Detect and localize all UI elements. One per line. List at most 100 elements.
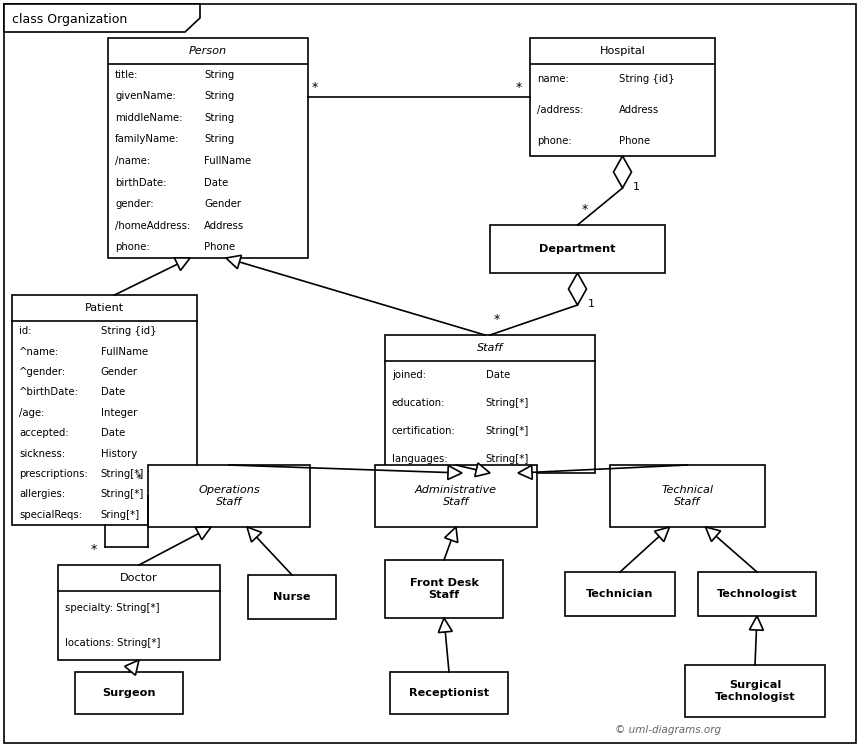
Text: /name:: /name: [115,156,150,166]
Bar [248,575,336,619]
Text: String {id}: String {id} [619,75,674,84]
Text: specialty: String[*]: specialty: String[*] [65,604,160,613]
Text: String: String [204,69,234,80]
Text: education:: education: [392,398,445,408]
Text: Person: Person [189,46,227,56]
Text: specialReqs:: specialReqs: [19,509,82,520]
Text: sickness:: sickness: [19,449,65,459]
Text: Address: Address [204,220,244,231]
Text: Hospital: Hospital [599,46,646,56]
Text: Phone: Phone [619,136,650,146]
Bar [490,225,665,273]
Text: *: * [516,81,522,94]
Polygon shape [439,618,452,633]
Text: Sring[*]: Sring[*] [101,509,140,520]
Text: String[*]: String[*] [101,469,144,479]
Text: © uml-diagrams.org: © uml-diagrams.org [615,725,722,735]
Text: *: * [581,203,587,216]
Bar [12,295,197,525]
Text: title:: title: [115,69,138,80]
Text: prescriptions:: prescriptions: [19,469,88,479]
Text: gender:: gender: [115,199,154,209]
Text: Operations
Staff: Operations Staff [198,486,260,506]
Text: FullName: FullName [204,156,251,166]
Bar [385,560,503,618]
Bar [610,465,765,527]
Bar [375,465,537,527]
Text: Administrative
Staff: Administrative Staff [415,486,497,506]
Text: id:: id: [19,326,32,336]
Text: accepted:: accepted: [19,428,69,438]
Text: Date: Date [101,388,125,397]
Text: Integer: Integer [101,408,137,418]
Text: Date: Date [101,428,125,438]
Text: Surgical
Technologist: Surgical Technologist [715,681,796,701]
Bar [75,672,183,714]
Polygon shape [195,527,211,540]
Text: Phone: Phone [204,242,235,252]
Text: Department: Department [539,244,616,254]
Polygon shape [4,4,200,32]
Bar [390,672,508,714]
Text: ^birthDate:: ^birthDate: [19,388,79,397]
Text: *: * [494,313,501,326]
Polygon shape [568,273,587,305]
Text: certification:: certification: [392,426,456,436]
Bar [58,565,220,660]
Text: /age:: /age: [19,408,45,418]
Text: Gender: Gender [204,199,241,209]
Text: birthDate:: birthDate: [115,178,166,187]
Text: Gender: Gender [101,367,138,377]
Polygon shape [705,527,721,542]
Text: middleName:: middleName: [115,113,182,123]
Text: Surgeon: Surgeon [102,688,156,698]
Text: /address:: /address: [537,105,583,115]
Text: Staff: Staff [476,343,503,353]
Text: *: * [312,81,318,94]
Polygon shape [749,616,764,630]
Text: Receptionist: Receptionist [409,688,489,698]
Text: class Organization: class Organization [12,13,127,26]
Text: ^name:: ^name: [19,347,59,356]
Text: Patient: Patient [85,303,124,313]
Text: languages:: languages: [392,454,447,464]
Text: ^gender:: ^gender: [19,367,66,377]
Text: String: String [204,134,234,144]
Polygon shape [125,660,139,675]
Bar [108,38,308,258]
Polygon shape [175,258,190,270]
Bar [565,572,675,616]
Text: History: History [101,449,137,459]
Text: String: String [204,91,234,102]
Text: Date: Date [204,178,228,187]
Text: *: * [136,472,142,485]
Text: joined:: joined: [392,370,426,380]
Text: allergies:: allergies: [19,489,65,500]
Text: *: * [90,543,96,556]
Text: Technical
Staff: Technical Staff [661,486,714,506]
Polygon shape [613,156,631,188]
Polygon shape [475,463,490,477]
Text: name:: name: [537,75,568,84]
Text: String[*]: String[*] [486,454,529,464]
Text: String[*]: String[*] [486,398,529,408]
Text: phone:: phone: [537,136,572,146]
Bar [685,665,825,717]
Text: Nurse: Nurse [273,592,310,602]
Text: Address: Address [619,105,659,115]
Text: String: String [204,113,234,123]
Polygon shape [654,527,669,542]
Text: phone:: phone: [115,242,150,252]
Bar [385,335,595,473]
Text: 1: 1 [632,182,640,192]
Polygon shape [448,465,462,480]
Polygon shape [445,527,458,542]
Bar [530,38,715,156]
Polygon shape [226,255,242,269]
Polygon shape [518,465,532,480]
Text: Technologist: Technologist [716,589,797,599]
Text: Doctor: Doctor [120,573,158,583]
Text: locations: String[*]: locations: String[*] [65,638,161,648]
Text: String[*]: String[*] [101,489,144,500]
Text: Date: Date [486,370,510,380]
